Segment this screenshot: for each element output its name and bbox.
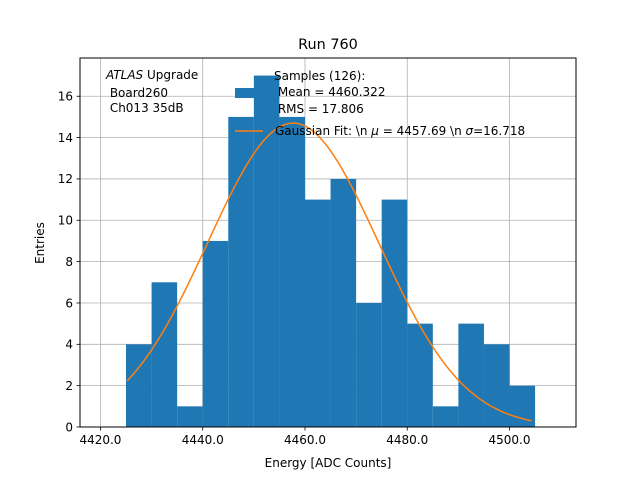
y-tick-label: 0 — [65, 420, 73, 434]
atlas-annotation: ATLAS Upgrade Board260 Ch013 35dB — [105, 68, 198, 115]
histogram-bar — [304, 199, 331, 427]
annotation-line-1: ATLAS Upgrade — [105, 68, 198, 82]
histogram-bar — [253, 75, 280, 428]
histogram-bar — [356, 302, 382, 427]
histogram-bars — [126, 75, 536, 428]
legend-fit-prefix: Gaussian Fit: \n — [275, 124, 371, 138]
histogram-bar — [177, 406, 203, 427]
y-tick-label: 8 — [65, 255, 73, 269]
gaussian-fit — [126, 122, 532, 422]
y-tick-label: 10 — [58, 214, 73, 228]
histogram-bar — [483, 344, 510, 427]
histogram-bar — [381, 199, 408, 427]
x-tick-label: 4440.0 — [182, 433, 224, 447]
annotation-line-2: Board260 — [106, 86, 168, 100]
legend-fit-suffix: =16.718 — [473, 124, 525, 138]
x-axis-label: Energy [ADC Counts] — [265, 456, 392, 470]
histogram-bar — [202, 240, 229, 427]
x-tick-label: 4500.0 — [489, 433, 531, 447]
histogram-bar — [151, 282, 178, 427]
x-tick-label: 4420.0 — [79, 433, 121, 447]
histogram-bar — [432, 406, 459, 427]
legend-hist-patch — [235, 88, 263, 98]
annotation-rest: Upgrade — [143, 68, 198, 82]
histogram-bar — [330, 178, 357, 427]
legend-fit-sigma: σ — [466, 124, 474, 138]
legend-hist-line-3: RMS = 17.806 — [274, 102, 364, 116]
legend-fit-mu: μ — [370, 124, 379, 138]
y-axis-label: Entries — [33, 222, 47, 264]
histogram-bar — [279, 116, 305, 428]
y-tick-label: 16 — [58, 90, 73, 104]
fit-curve — [126, 122, 532, 422]
y-tick-label: 4 — [65, 338, 73, 352]
histogram-bar — [126, 344, 152, 427]
axis-ticks: 4420.0 4440.0 4460.0 4480.0 4500.0 0 2 4 6 8 10 12 1… — [58, 90, 531, 447]
y-tick-label: 14 — [58, 131, 73, 145]
legend-fit-label: Gaussian Fit: \n μ = 4457.69 \n σ=16.718 — [275, 124, 525, 138]
legend: Samples (126): Mean = 4460.322 RMS = 17.… — [235, 69, 525, 138]
annotation-line-3: Ch013 35dB — [106, 101, 184, 115]
y-tick-label: 2 — [65, 379, 73, 393]
y-tick-label: 6 — [65, 296, 73, 310]
legend-hist-line-1: Samples (126): — [274, 69, 365, 83]
y-tick-label: 12 — [58, 172, 73, 186]
histogram-bar — [407, 323, 433, 427]
chart-title: Run 760 — [298, 37, 358, 53]
legend-fit-mid: = 4457.69 \n — [379, 124, 466, 138]
x-tick-label: 4480.0 — [386, 433, 428, 447]
legend-hist-line-2: Mean = 4460.322 — [274, 85, 385, 99]
histogram-bar — [458, 323, 484, 427]
histogram-bar — [228, 116, 254, 428]
axes-frame — [79, 57, 577, 428]
x-tick-label: 4460.0 — [284, 433, 326, 447]
annotation-italic: ATLAS — [105, 68, 144, 82]
